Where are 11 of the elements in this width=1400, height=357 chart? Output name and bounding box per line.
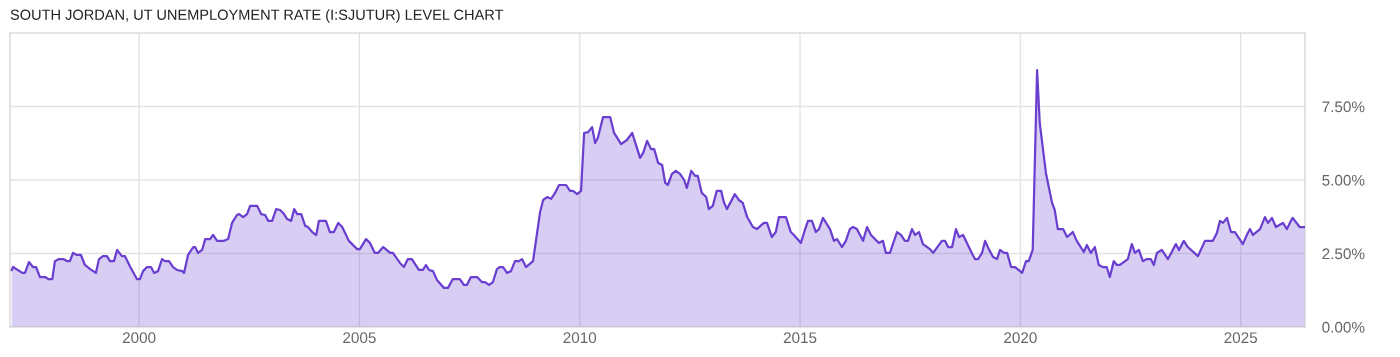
x-tick-label: 2015 [783, 332, 817, 344]
y-tick-label: 5.00% [1322, 174, 1365, 186]
chart-title: SOUTH JORDAN, UT UNEMPLOYMENT RATE (I:SJUTUR) LEVEL CHART [10, 9, 504, 23]
x-tick-label: 2010 [563, 332, 597, 344]
x-tick-label: 2025 [1224, 332, 1258, 344]
x-tick-label: 2000 [122, 332, 156, 344]
y-tick-label: 0.00% [1322, 321, 1365, 333]
x-tick-label: 2020 [1004, 332, 1037, 344]
y-tick-label: 2.50% [1322, 248, 1365, 260]
y-tick-label: 7.50% [1322, 101, 1365, 113]
x-tick-label: 2005 [343, 332, 376, 344]
